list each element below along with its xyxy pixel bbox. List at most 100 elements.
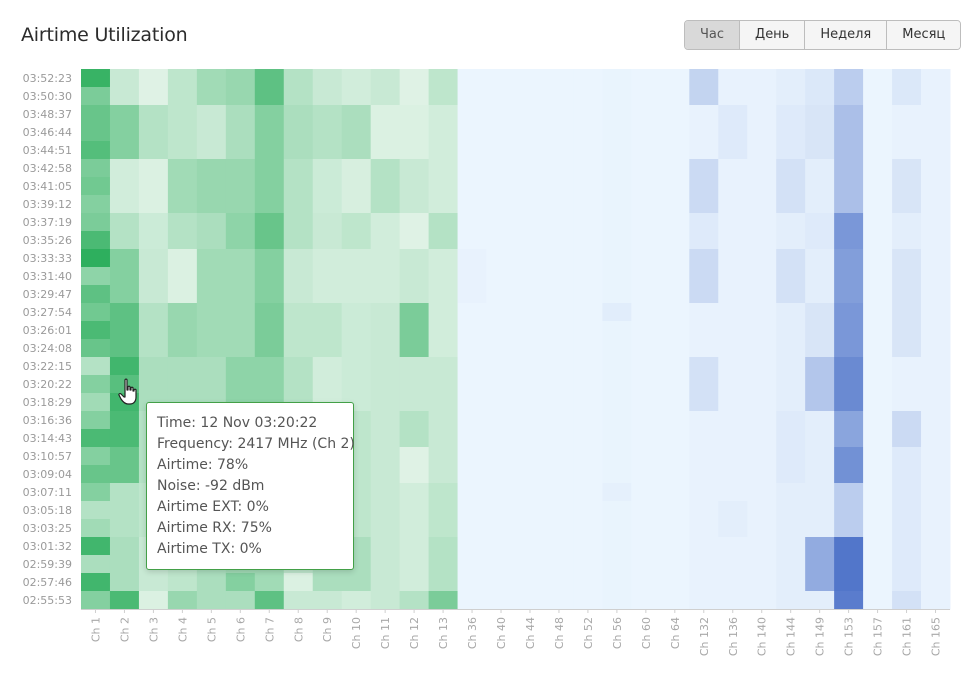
heatmap-cell[interactable] — [81, 231, 111, 250]
heatmap-cell[interactable] — [573, 249, 603, 268]
heatmap-cell[interactable] — [370, 411, 401, 430]
heatmap-cell[interactable] — [805, 159, 835, 178]
heatmap-cell[interactable] — [834, 69, 864, 88]
heatmap-cell[interactable] — [370, 357, 401, 376]
heatmap-cell[interactable] — [573, 69, 603, 88]
heatmap-cell[interactable] — [399, 285, 430, 304]
heatmap-cell[interactable] — [602, 87, 632, 106]
heatmap-cell[interactable] — [747, 573, 777, 592]
range-button-month[interactable]: Месяц — [886, 21, 961, 49]
heatmap-cell[interactable] — [718, 573, 748, 592]
heatmap-cell[interactable] — [718, 213, 748, 232]
heatmap-cell[interactable] — [921, 411, 951, 430]
heatmap-cell[interactable] — [196, 285, 227, 304]
heatmap-cell[interactable] — [370, 231, 401, 250]
heatmap-cell[interactable] — [834, 519, 864, 538]
heatmap-cell[interactable] — [573, 573, 603, 592]
heatmap-cell[interactable] — [341, 231, 372, 250]
heatmap-cell[interactable] — [428, 285, 459, 304]
heatmap-cell[interactable] — [776, 231, 806, 250]
heatmap-cell[interactable] — [515, 573, 545, 592]
heatmap-cell[interactable] — [544, 105, 574, 124]
heatmap-cell[interactable] — [341, 141, 372, 160]
heatmap-cell[interactable] — [312, 105, 343, 124]
heatmap-cell[interactable] — [863, 159, 893, 178]
heatmap-cell[interactable] — [573, 213, 603, 232]
heatmap-cell[interactable] — [399, 483, 430, 502]
heatmap-cell[interactable] — [631, 213, 661, 232]
heatmap-cell[interactable] — [689, 339, 719, 358]
heatmap-cell[interactable] — [81, 375, 111, 394]
heatmap-cell[interactable] — [660, 357, 690, 376]
heatmap-cell[interactable] — [81, 573, 111, 592]
heatmap-cell[interactable] — [428, 591, 459, 610]
heatmap-cell[interactable] — [225, 123, 256, 142]
heatmap-cell[interactable] — [921, 429, 951, 448]
heatmap-cell[interactable] — [892, 537, 922, 556]
heatmap-cell[interactable] — [747, 141, 777, 160]
heatmap-cell[interactable] — [602, 339, 632, 358]
heatmap-cell[interactable] — [515, 555, 545, 574]
heatmap-cell[interactable] — [660, 141, 690, 160]
heatmap-cell[interactable] — [283, 177, 314, 196]
heatmap-cell[interactable] — [457, 105, 488, 124]
heatmap-cell[interactable] — [457, 393, 488, 412]
heatmap-cell[interactable] — [138, 375, 169, 394]
heatmap-cell[interactable] — [689, 105, 719, 124]
heatmap-cell[interactable] — [544, 357, 574, 376]
heatmap-cell[interactable] — [805, 393, 835, 412]
heatmap-cell[interactable] — [776, 249, 806, 268]
heatmap-cell[interactable] — [138, 303, 169, 322]
heatmap-cell[interactable] — [805, 411, 835, 430]
heatmap-cell[interactable] — [109, 447, 140, 466]
heatmap-cell[interactable] — [486, 123, 516, 142]
heatmap-cell[interactable] — [515, 159, 545, 178]
heatmap-cell[interactable] — [254, 591, 285, 610]
heatmap-cell[interactable] — [921, 555, 951, 574]
heatmap-cell[interactable] — [660, 483, 690, 502]
heatmap-cell[interactable] — [892, 213, 922, 232]
heatmap-cell[interactable] — [718, 249, 748, 268]
heatmap-cell[interactable] — [689, 249, 719, 268]
heatmap-cell[interactable] — [834, 411, 864, 430]
heatmap-cell[interactable] — [312, 285, 343, 304]
range-button-day[interactable]: День — [739, 21, 805, 49]
heatmap-cell[interactable] — [834, 447, 864, 466]
heatmap-cell[interactable] — [457, 483, 488, 502]
heatmap-cell[interactable] — [515, 339, 545, 358]
heatmap-cell[interactable] — [138, 249, 169, 268]
heatmap-cell[interactable] — [602, 177, 632, 196]
heatmap-cell[interactable] — [486, 555, 516, 574]
heatmap-cell[interactable] — [457, 177, 488, 196]
heatmap-cell[interactable] — [457, 375, 488, 394]
heatmap-cell[interactable] — [399, 213, 430, 232]
heatmap-cell[interactable] — [921, 285, 951, 304]
heatmap-cell[interactable] — [747, 303, 777, 322]
heatmap-cell[interactable] — [863, 105, 893, 124]
heatmap-cell[interactable] — [892, 177, 922, 196]
heatmap-cell[interactable] — [718, 231, 748, 250]
heatmap-cell[interactable] — [81, 267, 111, 286]
heatmap-cell[interactable] — [225, 87, 256, 106]
heatmap-cell[interactable] — [167, 321, 198, 340]
heatmap-cell[interactable] — [776, 357, 806, 376]
heatmap-cell[interactable] — [370, 465, 401, 484]
heatmap-cell[interactable] — [747, 159, 777, 178]
heatmap-cell[interactable] — [863, 357, 893, 376]
heatmap-cell[interactable] — [283, 87, 314, 106]
heatmap-cell[interactable] — [515, 321, 545, 340]
heatmap-cell[interactable] — [892, 375, 922, 394]
heatmap-cell[interactable] — [834, 393, 864, 412]
heatmap-cell[interactable] — [138, 177, 169, 196]
heatmap-cell[interactable] — [486, 375, 516, 394]
heatmap-cell[interactable] — [225, 141, 256, 160]
heatmap-cell[interactable] — [370, 573, 401, 592]
heatmap-cell[interactable] — [602, 159, 632, 178]
heatmap-cell[interactable] — [660, 465, 690, 484]
heatmap-cell[interactable] — [138, 87, 169, 106]
heatmap-cell[interactable] — [689, 555, 719, 574]
heatmap-cell[interactable] — [631, 447, 661, 466]
heatmap-cell[interactable] — [602, 519, 632, 538]
heatmap-cell[interactable] — [196, 159, 227, 178]
heatmap-cell[interactable] — [370, 321, 401, 340]
